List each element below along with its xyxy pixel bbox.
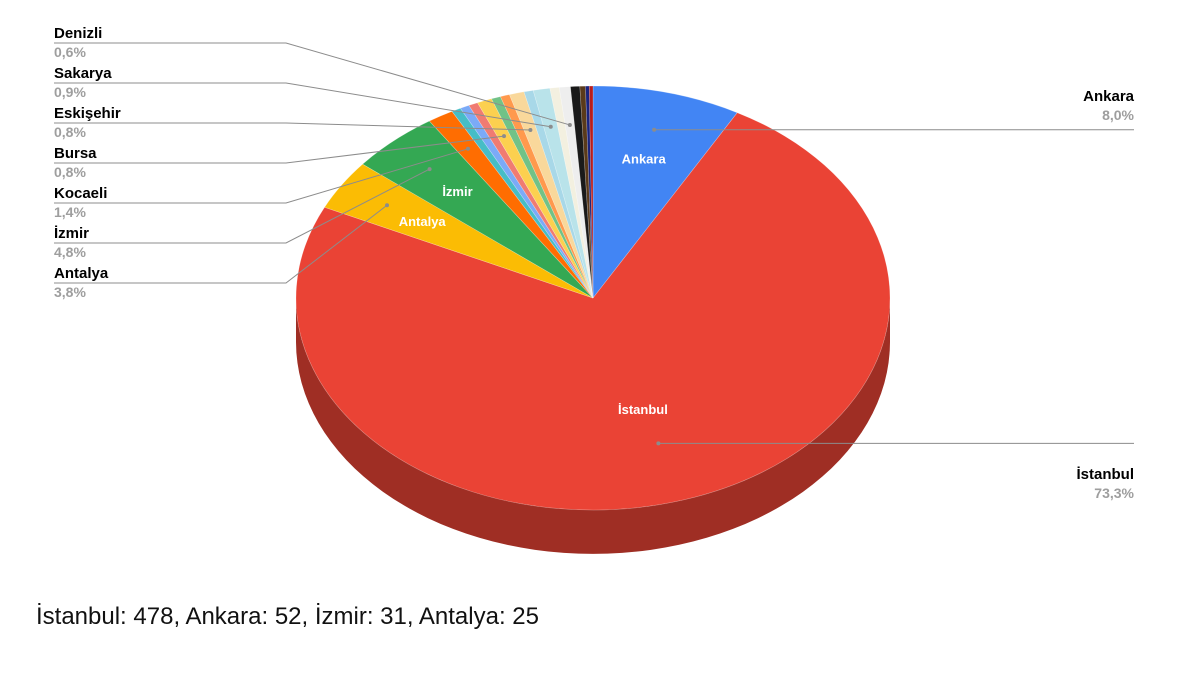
external-labels: Denizli 0,6% Sakarya 0,9% Eskişehir 0,8% Bursa… [54,25,1135,501]
pie-chart: Ankara İstanbul Antalya İzmir Denizli 0,6% Sak… [54,25,1135,554]
pie-slice-other-5 [451,107,594,299]
pie-slice-i̇zmir [362,120,594,299]
leader-line-eskişehir [54,122,531,131]
label-percent-denizli: 0,6% [54,44,86,60]
label-name-eskişehir: Eskişehir [54,105,121,122]
pie-slice-other-17 [579,85,594,299]
pie-slice-i̇stanbul [295,112,891,511]
leader-dot-bursa [502,134,507,139]
label-name-denizli: Denizli [54,25,102,42]
leader-dot-sakarya [548,124,553,129]
slice-label-i̇zmir: İzmir [442,184,472,199]
leader-line-sakarya [54,82,551,128]
leader-dot-i̇stanbul [656,441,661,446]
label-percent-antalya: 3,8% [54,284,86,300]
slice-labels: Ankara İstanbul Antalya İzmir [399,151,668,417]
label-percent-i̇stanbul: 73,3% [1094,485,1134,501]
slice-side-i̇stanbul [296,298,890,554]
slice-label-antalya: Antalya [399,214,447,229]
leader-dot-kocaeli [466,146,471,151]
pie-slice-other-12 [523,90,594,299]
leader-line-i̇zmir [54,168,430,244]
pie-slice-other-7 [468,102,594,299]
slice-label-i̇stanbul: İstanbul [618,402,668,417]
pie-slice-eskişehir [508,91,594,299]
leader-line-bursa [54,135,505,164]
pie-slice-other-19 [588,85,594,299]
label-name-bursa: Bursa [54,145,97,162]
label-percent-i̇zmir: 4,8% [54,244,86,260]
pie-slice-other-9 [491,96,594,299]
leader-line-kocaeli [54,148,469,204]
label-name-sakarya: Sakarya [54,65,112,82]
pie-slice-other-6 [459,105,594,299]
label-name-antalya: Antalya [54,265,109,282]
pie-side-walls [296,298,890,554]
label-percent-eskişehir: 0,8% [54,124,86,140]
leader-dot-antalya [385,203,390,208]
leader-dot-ankara [652,127,657,132]
leader-dot-i̇zmir [427,167,432,172]
summary-caption: İstanbul: 478, Ankara: 52, İzmir: 31, An… [36,603,539,630]
leader-dot-denizli [567,122,572,127]
label-name-ankara: Ankara [1083,88,1135,105]
label-name-i̇stanbul: İstanbul [1076,466,1134,483]
pie-slice-antalya [324,163,594,299]
pie-slice-kocaeli [428,111,594,299]
pie-slice-ankara [592,85,738,299]
label-percent-kocaeli: 1,4% [54,204,86,220]
pie-slice-denizli [558,86,594,299]
label-percent-sakarya: 0,9% [54,84,86,100]
pie-top-slices [295,85,891,511]
label-percent-ankara: 8,0% [1102,107,1134,123]
pie-slice-sakarya [532,87,594,299]
label-name-i̇zmir: İzmir [54,225,89,242]
pie-slice-other-10 [499,94,594,299]
pie-slice-other-14 [549,87,594,299]
leader-dot-eskişehir [528,128,533,133]
leader-line-denizli [54,42,571,126]
label-name-kocaeli: Kocaeli [54,185,107,202]
pie-slice-other-18 [585,85,594,299]
pie-slice-other-16 [570,85,594,299]
slice-label-ankara: Ankara [622,151,667,166]
leader-line-antalya [54,204,388,284]
label-percent-bursa: 0,8% [54,164,86,180]
